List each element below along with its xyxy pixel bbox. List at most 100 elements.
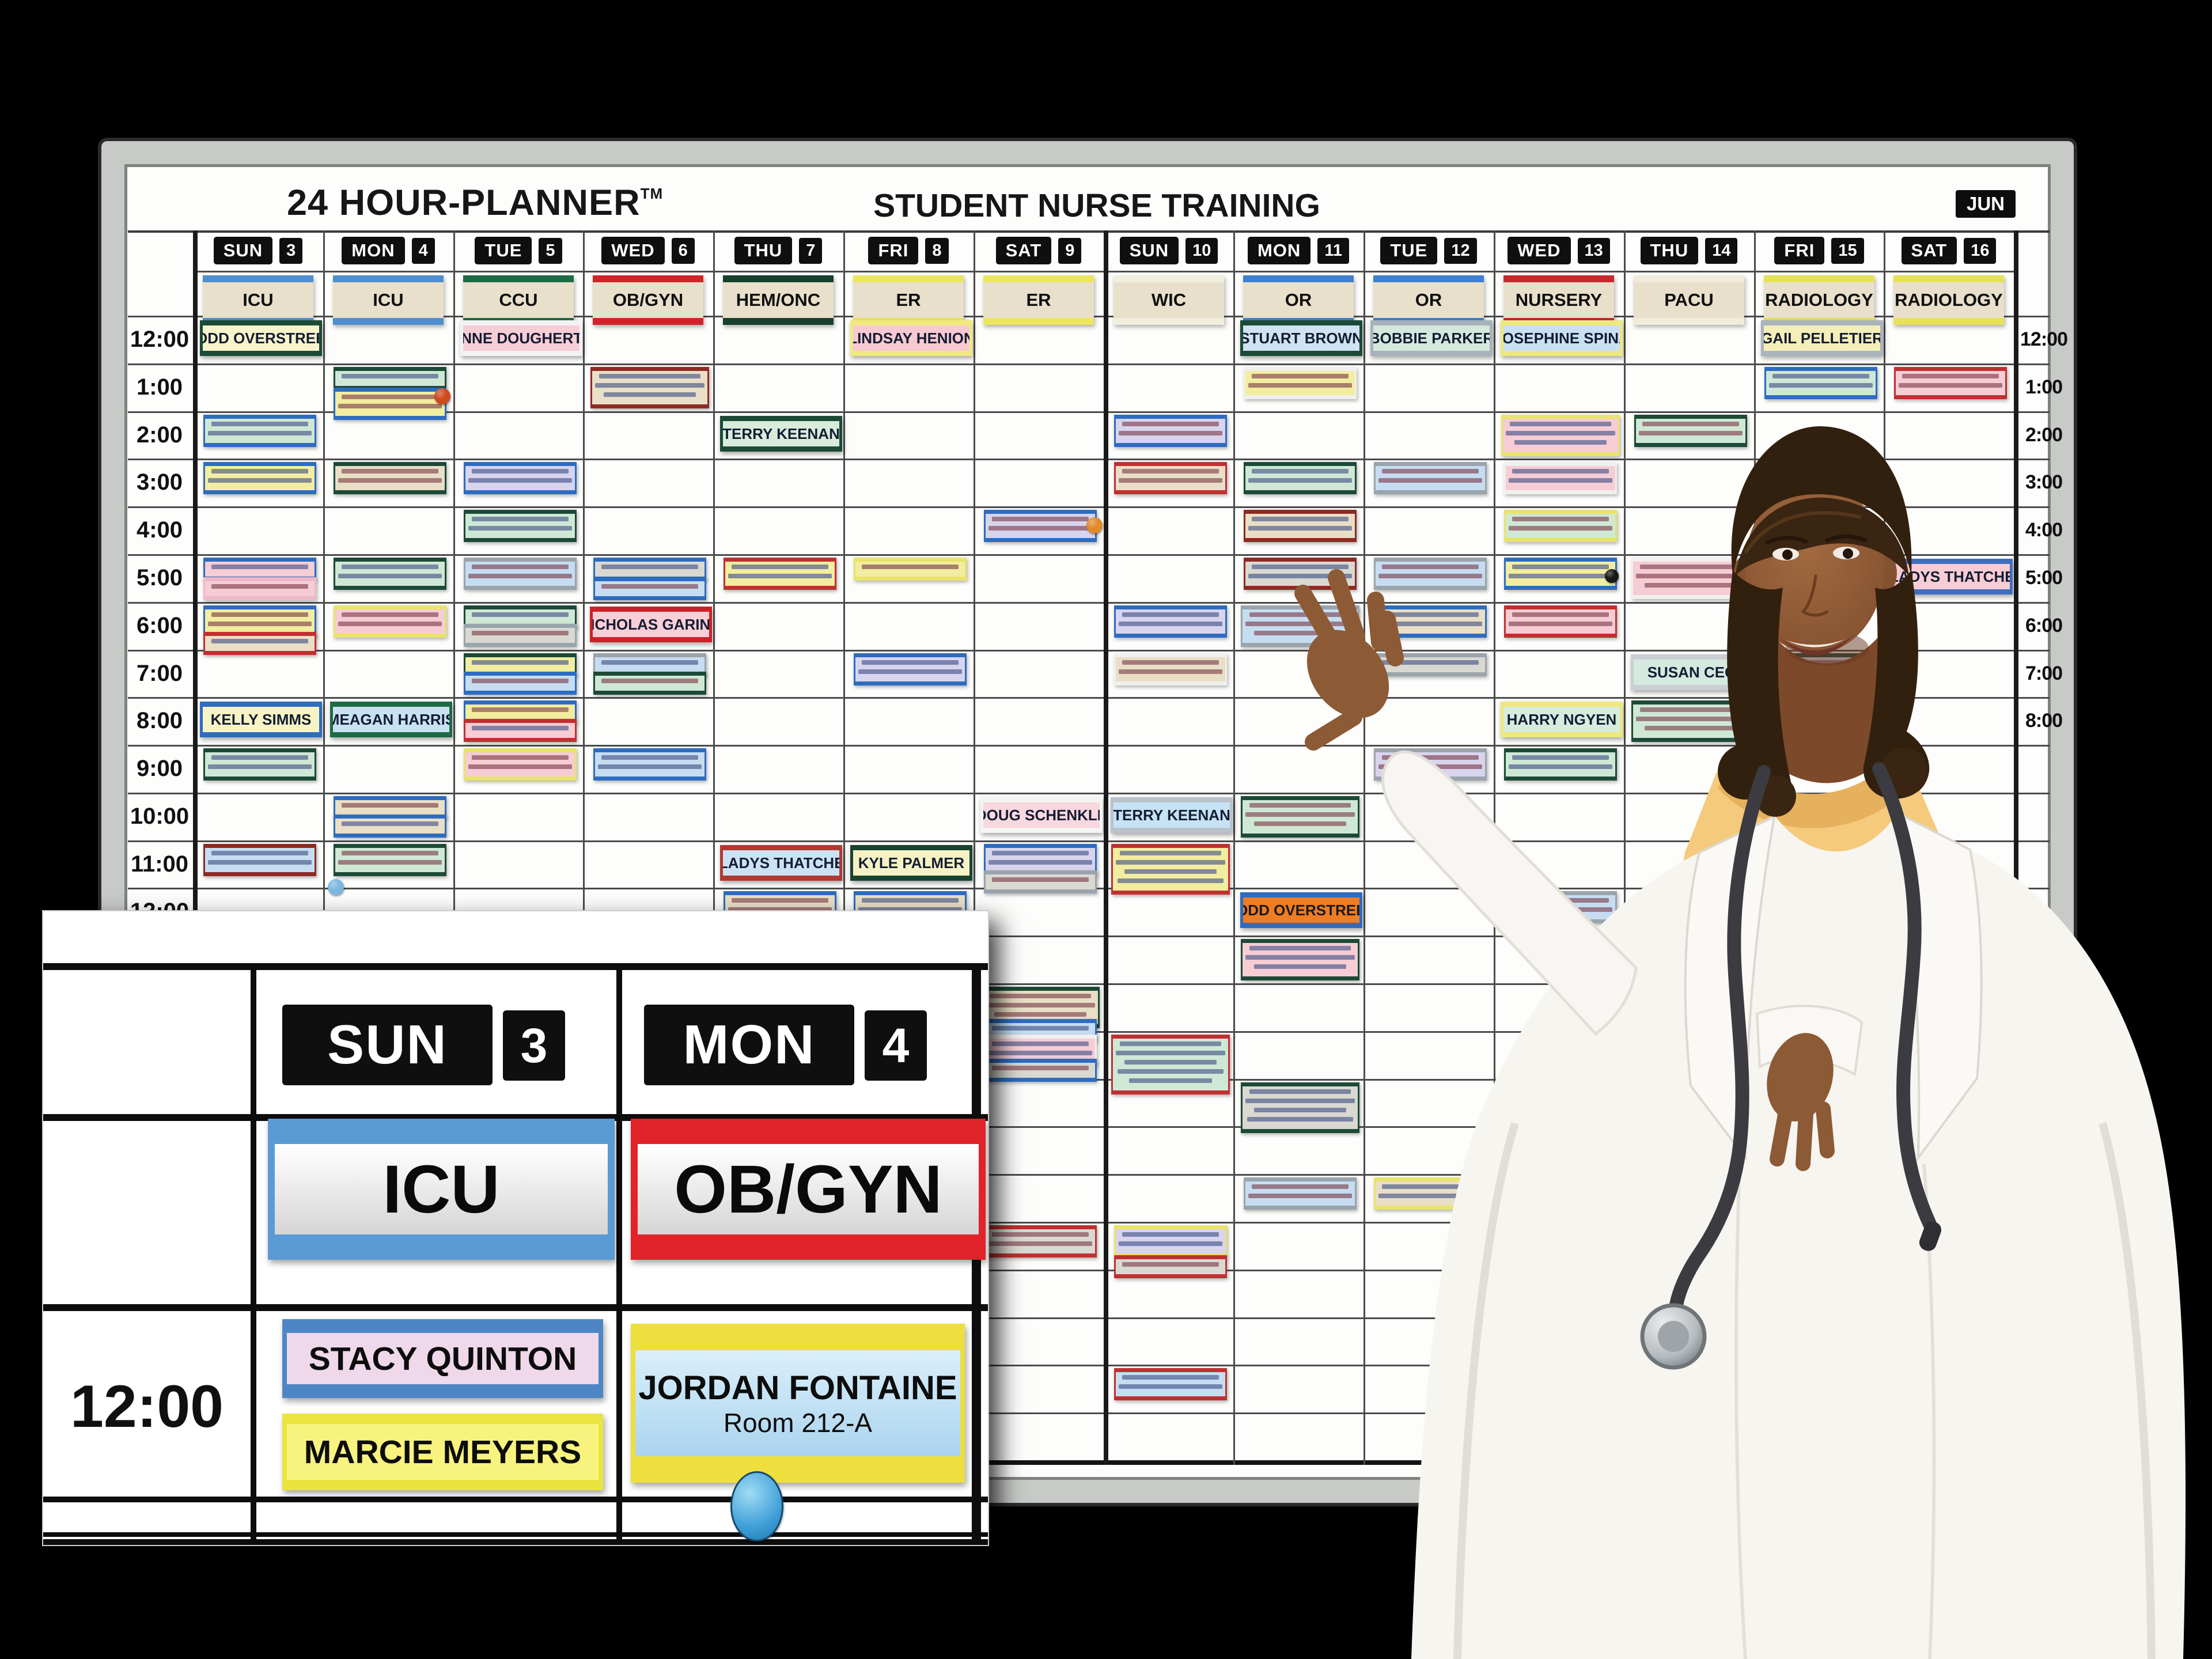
micro-text-line xyxy=(1902,374,1999,378)
micro-text-line xyxy=(1248,383,1353,388)
nurse-iris-right xyxy=(1843,548,1853,559)
nurse-coat-shading-right xyxy=(2099,1122,2156,1659)
micro-text-line xyxy=(1382,1184,1479,1189)
hour-label-left: 4:00 xyxy=(136,517,183,543)
micro-text-line xyxy=(988,860,1093,865)
micro-text-line xyxy=(1510,422,1611,426)
note-chip xyxy=(464,624,577,647)
month-tag: JUN xyxy=(1956,190,2016,218)
micro-text-line xyxy=(1129,1078,1212,1083)
micro-text-line xyxy=(1254,821,1346,826)
inset-grid-line xyxy=(43,963,988,970)
micro-text-line xyxy=(1124,869,1217,874)
grid-line xyxy=(323,230,325,1465)
grid-line xyxy=(128,650,2050,652)
day-header: SAT 16 xyxy=(1884,234,2014,267)
grid-line xyxy=(1624,230,1626,1465)
hour-label-left: 7:00 xyxy=(136,661,183,686)
micro-text-line xyxy=(1122,422,1219,426)
trademark-symbol: TM xyxy=(640,185,664,202)
micro-text-line xyxy=(211,639,308,643)
note-chip xyxy=(724,558,836,590)
dept-card: ER xyxy=(983,275,1094,325)
micro-text-line xyxy=(1382,612,1479,617)
micro-text-line xyxy=(990,994,1091,998)
micro-text-line xyxy=(1636,574,1745,578)
micro-text-line xyxy=(342,395,438,399)
day-number: 3 xyxy=(279,237,303,264)
note-chip xyxy=(984,1059,1097,1082)
note-chip xyxy=(1111,844,1230,895)
micro-text-line xyxy=(992,1232,1089,1237)
micro-text-line xyxy=(1506,431,1615,435)
inset-grid-line xyxy=(43,1304,988,1311)
grid-line xyxy=(713,230,715,1465)
hour-label-left: 1:00 xyxy=(136,374,183,400)
day-header: SUN 10 xyxy=(1104,234,1234,267)
micro-text-line xyxy=(862,898,959,903)
micro-text-line xyxy=(992,877,1089,882)
micro-text-line xyxy=(207,764,312,769)
day-number: 12 xyxy=(1444,237,1477,264)
nurse-raised-sleeve xyxy=(1381,750,1638,1036)
inset-dept-card: OB/GYN xyxy=(631,1119,986,1260)
dept-card: WIC xyxy=(1113,275,1224,325)
inset-tag-name: JORDAN FONTAINE xyxy=(638,1369,957,1407)
note-chip xyxy=(1631,700,1750,742)
board-title-text: 24 HOUR-PLANNER xyxy=(287,183,641,223)
note-chip xyxy=(1764,367,1877,399)
note-chip xyxy=(854,653,967,685)
note-chip xyxy=(1504,748,1617,781)
micro-text-line xyxy=(1252,469,1349,474)
note-chip xyxy=(203,462,316,494)
inset-tag-name: MARCIE MEYERS xyxy=(304,1433,582,1471)
micro-text-line xyxy=(472,707,569,712)
name-tag: ANNE DOUGHERTY xyxy=(460,320,582,356)
note-chip xyxy=(1241,939,1359,980)
note-chip xyxy=(1631,558,1750,599)
day-label: SUN xyxy=(213,237,273,264)
note-chip xyxy=(1634,415,1747,447)
hour-label-left: 9:00 xyxy=(136,756,183,781)
day-label: WED xyxy=(1508,237,1571,264)
micro-text-line xyxy=(1642,422,1739,426)
micro-text-line xyxy=(1512,469,1609,474)
hour-label-left: 10:00 xyxy=(130,804,190,829)
note-chip xyxy=(334,815,446,838)
nurse-hair-left xyxy=(1727,570,1793,797)
name-tag: HARRY NGYEN xyxy=(1501,702,1623,737)
micro-text-line xyxy=(342,469,438,474)
micro-text-line xyxy=(862,565,959,569)
micro-text-line xyxy=(342,803,438,808)
micro-text-line xyxy=(468,526,573,531)
micro-text-line xyxy=(604,392,696,397)
day-header: MON 11 xyxy=(1233,234,1363,267)
micro-text-line xyxy=(1248,1194,1353,1198)
micro-text-line xyxy=(338,478,442,483)
grid-line xyxy=(583,230,585,1465)
nurse-right-hand xyxy=(1767,1033,1835,1171)
micro-text-line xyxy=(1118,1384,1223,1389)
micro-text-line xyxy=(732,898,828,903)
micro-text-line xyxy=(1378,1194,1483,1198)
micro-text-line xyxy=(988,1241,1093,1246)
micro-text-line xyxy=(338,404,442,408)
grid-line xyxy=(1363,230,1365,1465)
name-tag: TODD OVERSTREET xyxy=(1240,892,1362,928)
micro-text-line xyxy=(1640,565,1741,569)
note-chip xyxy=(464,510,577,542)
day-header: FRI 8 xyxy=(843,234,974,267)
micro-text-line xyxy=(1382,755,1479,760)
micro-text-line xyxy=(1118,1241,1223,1246)
micro-text-line xyxy=(1508,478,1613,483)
micro-text-line xyxy=(1249,946,1351,950)
grid-line xyxy=(128,506,2050,508)
name-tag: TERRY KEENAN xyxy=(720,416,842,452)
micro-text-line xyxy=(1249,803,1351,808)
note-chip xyxy=(203,558,316,581)
micro-text-line xyxy=(1898,383,2003,388)
micro-text-line xyxy=(1124,1060,1217,1065)
grid-line xyxy=(128,935,2050,937)
micro-text-line xyxy=(1382,660,1479,665)
note-chip xyxy=(203,748,316,781)
